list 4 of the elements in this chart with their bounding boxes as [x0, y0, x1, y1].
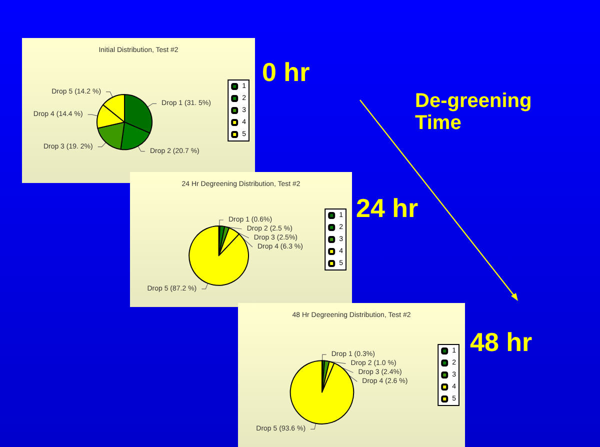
text: 24 hr — [356, 193, 420, 223]
text: 0 hr — [262, 57, 311, 87]
text: De-greening Time — [415, 90, 533, 134]
text: 48 hr — [470, 327, 534, 357]
